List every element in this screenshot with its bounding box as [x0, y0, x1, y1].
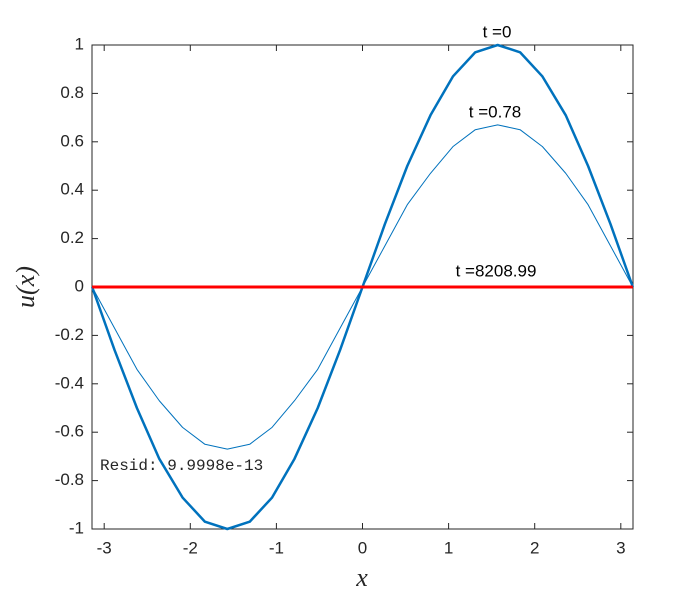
- x-axis-label: x: [355, 563, 368, 592]
- y-tick-label: -0.8: [55, 470, 84, 489]
- y-tick-label: -0.4: [55, 373, 84, 392]
- x-tick-label: -1: [269, 538, 284, 557]
- series-label: t =8208.99: [456, 261, 537, 280]
- series-label: t =0.78: [469, 102, 521, 121]
- annotation: Resid: 9.9998e-13: [100, 457, 263, 475]
- x-tick-label: 2: [530, 538, 539, 557]
- y-axis-label: u(x): [11, 266, 40, 308]
- y-tick-label: 0.6: [60, 131, 84, 150]
- x-tick-label: 0: [358, 538, 367, 557]
- x-tick-label: 3: [616, 538, 625, 557]
- x-tick-label: -3: [97, 538, 112, 557]
- y-tick-label: 1: [75, 34, 84, 53]
- x-tick-label: -2: [183, 538, 198, 557]
- y-tick-label: 0.8: [60, 83, 84, 102]
- plot-frame: [91, 44, 634, 530]
- x-tick-label: 1: [444, 538, 453, 557]
- series-label: t =0: [483, 22, 512, 41]
- y-tick-label: -0.6: [55, 422, 84, 441]
- y-tick-label: 0.2: [60, 228, 84, 247]
- y-tick-label: -0.2: [55, 325, 84, 344]
- y-tick-label: 0: [75, 276, 84, 295]
- y-tick-label: -1: [69, 518, 84, 537]
- y-tick-label: 0.4: [60, 180, 84, 199]
